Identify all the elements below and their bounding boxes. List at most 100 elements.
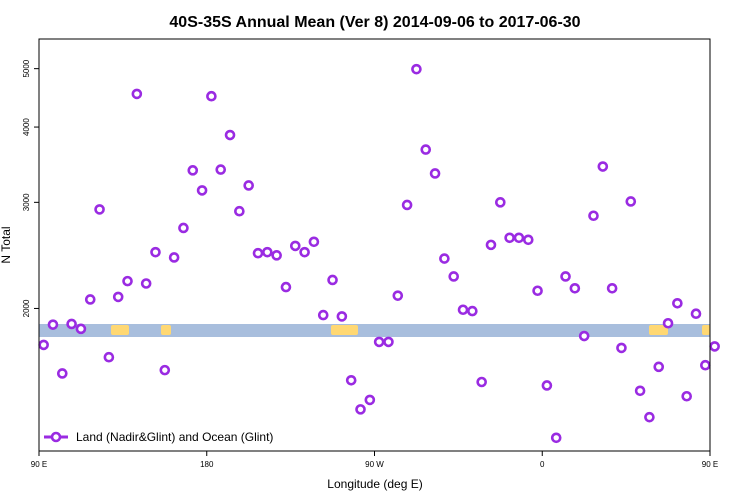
y-axis-label: N Total bbox=[0, 226, 13, 263]
data-point bbox=[448, 271, 460, 282]
data-point bbox=[364, 394, 376, 406]
data-point bbox=[467, 305, 478, 317]
y-tick-label: 3000 bbox=[22, 193, 31, 211]
y-tick-label: 5000 bbox=[22, 59, 31, 77]
data-point bbox=[588, 210, 599, 222]
data-point bbox=[532, 285, 543, 297]
data-point bbox=[355, 404, 366, 415]
data-point bbox=[168, 252, 180, 263]
data-points bbox=[38, 63, 720, 444]
data-point bbox=[327, 274, 338, 286]
data-point bbox=[541, 380, 553, 391]
plot-frame bbox=[38, 38, 711, 452]
data-point bbox=[206, 90, 217, 102]
data-point bbox=[383, 336, 394, 348]
data-point bbox=[700, 359, 711, 371]
x-axis-ticks: 90 E 180 90 W 0 90 E bbox=[31, 451, 718, 469]
data-point bbox=[401, 199, 413, 211]
data-point bbox=[159, 364, 171, 376]
data-point bbox=[75, 323, 87, 335]
y-tick-label: 4000 bbox=[22, 118, 31, 136]
data-point bbox=[653, 361, 665, 373]
data-point bbox=[94, 204, 105, 215]
data-point bbox=[308, 236, 320, 248]
data-point bbox=[681, 390, 693, 402]
data-point bbox=[550, 432, 562, 444]
data-point bbox=[625, 196, 637, 207]
data-point bbox=[420, 144, 432, 155]
data-point bbox=[252, 247, 264, 259]
data-point bbox=[140, 278, 152, 289]
data-point bbox=[513, 232, 525, 244]
x-tick-label: 180 bbox=[200, 460, 214, 469]
data-point bbox=[439, 253, 450, 264]
data-point bbox=[690, 308, 702, 320]
x-tick-label: 90 E bbox=[702, 460, 718, 469]
data-point bbox=[392, 290, 404, 301]
data-point bbox=[634, 385, 646, 397]
data-point bbox=[411, 63, 422, 75]
data-point bbox=[280, 281, 292, 293]
land-patch bbox=[111, 325, 129, 335]
data-point bbox=[131, 88, 143, 100]
data-point bbox=[578, 330, 590, 342]
data-point bbox=[234, 205, 245, 217]
data-point bbox=[243, 180, 254, 191]
land-patch bbox=[331, 325, 358, 335]
y-axis-ticks: 2000 3000 4000 5000 bbox=[22, 59, 39, 317]
x-axis-label: Longitude (deg E) bbox=[327, 477, 422, 491]
data-point bbox=[271, 250, 282, 261]
data-point bbox=[672, 297, 683, 309]
data-point bbox=[336, 311, 348, 322]
data-point bbox=[150, 246, 161, 258]
data-point bbox=[224, 129, 236, 141]
data-point bbox=[317, 309, 329, 321]
data-point bbox=[122, 275, 133, 287]
data-point bbox=[429, 168, 441, 179]
data-point bbox=[495, 197, 506, 208]
data-point bbox=[345, 374, 357, 386]
land-patch bbox=[649, 325, 668, 335]
data-point bbox=[178, 222, 189, 234]
x-tick-label: 90 E bbox=[31, 460, 47, 469]
data-point bbox=[187, 165, 199, 176]
data-point bbox=[373, 336, 385, 348]
ocean-band bbox=[39, 324, 710, 337]
x-tick-label: 90 W bbox=[365, 460, 384, 469]
data-point bbox=[215, 164, 227, 175]
data-point bbox=[56, 368, 68, 379]
x-tick-label: 0 bbox=[540, 460, 545, 469]
data-point bbox=[196, 185, 208, 196]
data-point bbox=[103, 351, 115, 363]
land-ocean-band bbox=[39, 324, 710, 337]
y-tick-label: 2000 bbox=[22, 299, 31, 317]
data-point bbox=[47, 319, 59, 330]
data-point bbox=[560, 271, 571, 282]
data-point bbox=[299, 246, 310, 258]
data-point bbox=[84, 294, 96, 305]
legend-marker bbox=[50, 431, 62, 443]
data-point bbox=[112, 291, 124, 303]
data-point bbox=[289, 240, 301, 252]
data-point bbox=[709, 341, 720, 352]
legend-label: Land (Nadir&Glint) and Ocean (Glint) bbox=[76, 430, 273, 444]
data-point bbox=[597, 161, 609, 172]
data-point bbox=[66, 318, 77, 330]
data-point bbox=[569, 283, 581, 294]
data-point bbox=[662, 317, 674, 329]
data-point bbox=[522, 234, 534, 246]
data-point bbox=[262, 246, 273, 258]
data-point bbox=[485, 239, 497, 251]
land-patch bbox=[161, 325, 171, 335]
data-point bbox=[606, 283, 618, 294]
data-point bbox=[616, 342, 627, 354]
data-point bbox=[504, 232, 515, 244]
data-point bbox=[644, 411, 655, 423]
data-point bbox=[457, 304, 469, 316]
land-patch bbox=[702, 325, 710, 335]
data-point bbox=[38, 339, 49, 351]
legend: Land (Nadir&Glint) and Ocean (Glint) bbox=[44, 430, 273, 444]
data-point bbox=[476, 376, 487, 388]
chart-title: 40S-35S Annual Mean (Ver 8) 2014-09-06 t… bbox=[169, 14, 580, 31]
